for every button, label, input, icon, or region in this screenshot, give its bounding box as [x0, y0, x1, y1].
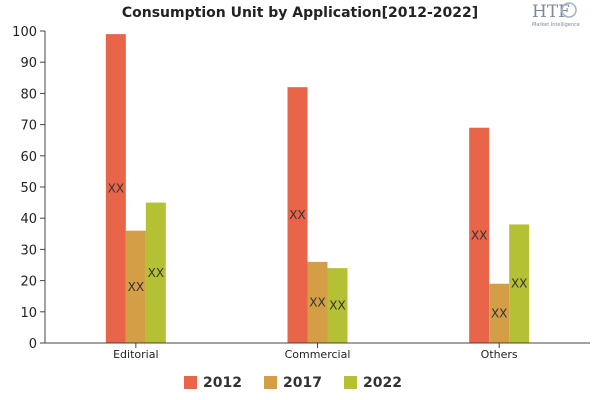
data-label: XX — [289, 208, 305, 222]
chart-title: Consumption Unit by Application[2012-202… — [122, 5, 478, 21]
bar-2022-commercial — [327, 268, 348, 343]
data-label: XX — [491, 306, 507, 320]
x-tick-label-others: Others — [481, 348, 518, 361]
y-axis: 0 10 20 30 40 50 60 70 80 90 100 — [12, 25, 46, 352]
data-label: XX — [309, 295, 325, 309]
bar-2012-commercial — [287, 87, 308, 343]
y-tick-label: 40 — [20, 212, 37, 227]
bar-2017-editorial — [125, 230, 146, 343]
y-tick-label: 10 — [20, 306, 37, 321]
data-label: XX — [148, 266, 164, 280]
data-label: XX — [108, 182, 124, 196]
logo-subtext: Market Intelligence — [532, 22, 580, 28]
y-tick-label: 60 — [20, 150, 37, 165]
data-label: XX — [511, 277, 527, 291]
bar-2022-editorial — [145, 202, 166, 343]
legend-label-2012: 2012 — [203, 375, 242, 391]
x-tick-label-editorial: Editorial — [113, 348, 158, 361]
y-tick-label: 100 — [12, 25, 37, 40]
legend-swatch-2012 — [184, 376, 197, 389]
legend-label-2022: 2022 — [363, 375, 402, 391]
y-tick-label: 80 — [20, 87, 37, 102]
y-tick-label: 70 — [20, 119, 37, 134]
htf-logo: HTF Market Intelligence — [532, 2, 580, 28]
x-axis: Editorial Commercial Others — [45, 342, 590, 361]
bar-2012-others — [469, 127, 490, 343]
legend-label-2017: 2017 — [283, 375, 322, 391]
logo-text: HTF — [532, 2, 570, 22]
bar-2022-others — [509, 224, 530, 343]
y-tick-label: 20 — [20, 275, 37, 290]
data-label: XX — [329, 299, 345, 313]
legend-swatch-2022 — [344, 376, 357, 389]
x-tick-label-commercial: Commercial — [285, 348, 351, 361]
y-tick-label: 90 — [20, 56, 37, 71]
data-label: XX — [471, 228, 487, 242]
y-tick-label: 30 — [20, 243, 37, 258]
globe-icon — [561, 2, 577, 18]
legend: 2012 2017 2022 — [184, 375, 402, 391]
bar-2012-editorial — [105, 34, 126, 344]
bar-2017-commercial — [307, 261, 328, 343]
legend-swatch-2017 — [264, 376, 277, 389]
bars: XX XX XX XX XX XX XX XX XX — [105, 34, 530, 344]
y-tick-label: 50 — [20, 181, 37, 196]
data-label: XX — [128, 280, 144, 294]
bar-2017-others — [489, 283, 510, 343]
y-tick-label: 0 — [29, 337, 37, 352]
